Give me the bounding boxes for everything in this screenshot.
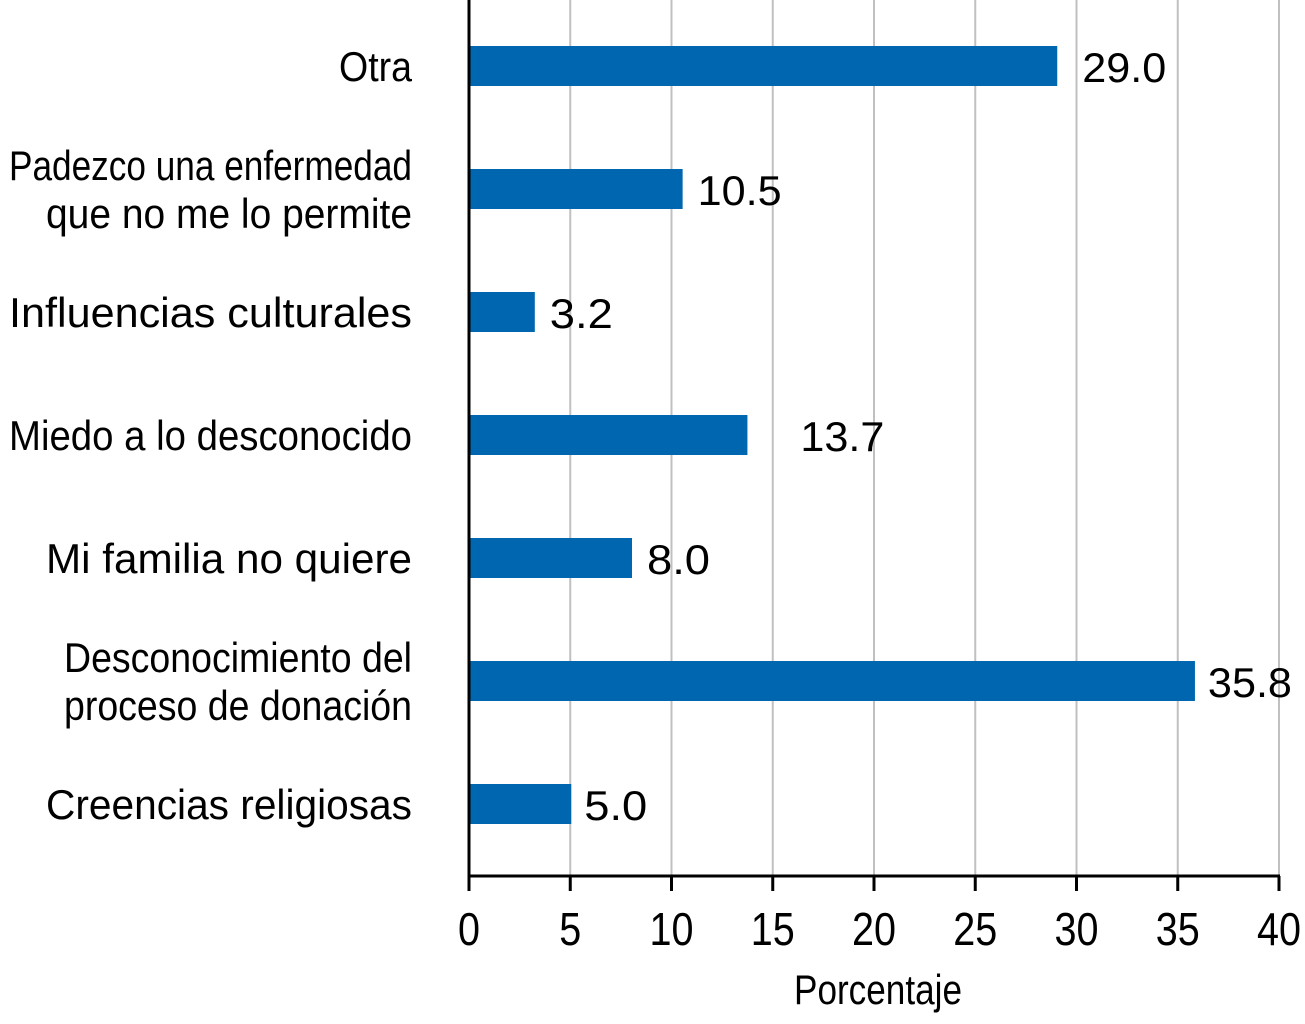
category-label: Influencias culturales: [9, 289, 412, 336]
category-label: Creencias religiosas: [46, 781, 412, 828]
category-label: proceso de donación: [64, 682, 412, 729]
x-axis-ticks: 0 5 10 15 20 25 30 35 40: [458, 876, 1301, 955]
value-label: 35.8: [1208, 659, 1292, 706]
value-label: 29.0: [1082, 44, 1166, 91]
bar: [470, 538, 632, 578]
bar: [470, 46, 1058, 86]
value-label: 5.0: [584, 782, 647, 829]
category-label: Miedo a lo desconocido: [9, 412, 412, 459]
category-label: Mi familia no quiere: [46, 535, 412, 582]
category-label: Desconocimiento del: [64, 634, 412, 681]
x-tick-label: 0: [458, 903, 480, 955]
gridlines: [569, 0, 1280, 876]
bar: [470, 169, 683, 209]
bar: [470, 784, 572, 824]
category-label: Otra: [339, 43, 413, 90]
category-label: Padezco una enfermedad: [9, 142, 412, 189]
category-label: que no me lo permite: [46, 190, 412, 237]
x-tick-label: 25: [953, 903, 997, 955]
value-label: 13.7: [800, 413, 884, 460]
bar: [470, 661, 1195, 701]
x-tick-label: 40: [1257, 903, 1301, 955]
bars: [470, 46, 1195, 824]
x-tick-label: 35: [1156, 903, 1200, 955]
x-tick-label: 20: [852, 903, 896, 955]
x-tick-label: 15: [751, 903, 795, 955]
value-label: 8.0: [647, 536, 710, 583]
x-tick-label: 30: [1055, 903, 1099, 955]
x-axis-title: Porcentaje: [794, 966, 962, 1013]
x-tick-label: 5: [559, 903, 581, 955]
value-labels: 29.0 10.5 3.2 13.7 8.0 35.8 5.0: [550, 44, 1292, 829]
bar: [470, 415, 748, 455]
bar: [470, 292, 535, 332]
value-label: 3.2: [550, 290, 613, 337]
x-tick-label: 10: [650, 903, 694, 955]
value-label: 10.5: [698, 167, 782, 214]
